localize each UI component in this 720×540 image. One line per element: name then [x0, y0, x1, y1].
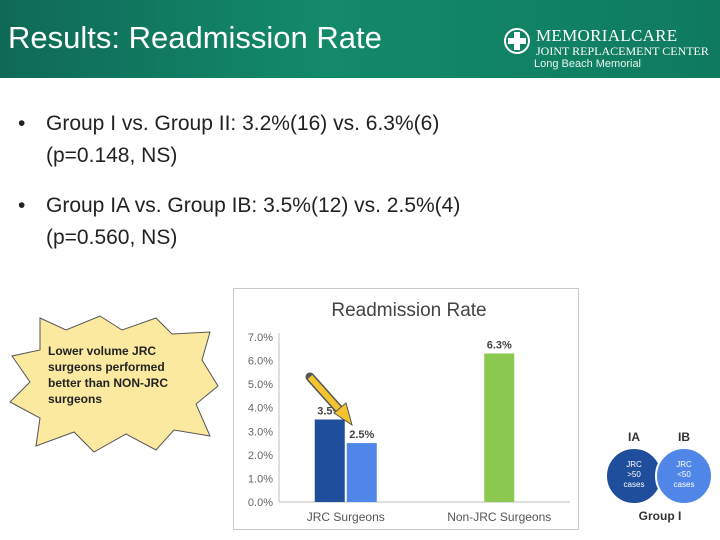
callout-arrow — [305, 372, 353, 427]
x-category-label: Non-JRC Surgeons — [447, 510, 551, 524]
bullet-line: (p=0.560, NS) — [46, 226, 178, 249]
y-tick-label: 7.0% — [248, 332, 273, 344]
group-ib-label: IB — [678, 430, 690, 444]
page-title: Results: Readmission Rate — [8, 20, 382, 55]
y-tick-label: 0.0% — [248, 497, 273, 509]
logo-subtitle: JOINT REPLACEMENT CENTER — [536, 44, 709, 58]
bullet-item: • Group I vs. Group II: 3.2%(16) vs. 6.3… — [18, 108, 618, 172]
y-tick-label: 6.0% — [248, 356, 273, 368]
group-i-label: Group I — [639, 509, 682, 523]
chart-title: Readmission Rate — [331, 300, 486, 321]
logo-name: MEMORIALCARE — [536, 26, 678, 45]
logo-location: Long Beach Memorial — [534, 58, 642, 70]
group-ia-text: >50 — [627, 470, 641, 479]
bullet-list: • Group I vs. Group II: 3.2%(16) vs. 6.3… — [18, 108, 618, 272]
y-tick-label: 1.0% — [248, 473, 273, 485]
bullet-line: Group I vs. Group II: 3.2%(16) vs. 6.3%(… — [46, 112, 440, 135]
bullet-line: Group IA vs. Group IB: 3.5%(12) vs. 2.5%… — [46, 194, 461, 217]
cross-logo-icon — [504, 28, 530, 54]
callout-text: Lower volume JRC surgeons performed bett… — [48, 344, 169, 406]
bullet-item: • Group IA vs. Group IB: 3.5%(12) vs. 2.… — [18, 190, 618, 254]
bar — [314, 419, 345, 502]
bar-value-label: 6.3% — [487, 340, 512, 352]
bar — [346, 443, 377, 502]
bullet-dot: • — [18, 112, 26, 135]
group-ia-text: JRC — [626, 460, 642, 469]
y-tick-label: 3.0% — [248, 426, 273, 438]
y-tick-label: 2.0% — [248, 450, 273, 462]
y-tick-label: 5.0% — [248, 379, 273, 391]
group-ib-text: <50 — [677, 470, 691, 479]
readmission-chart: Readmission Rate 0.0% 1.0% 2.0% 3.0% 4.0% 5.0… — [233, 288, 579, 530]
bar-value-label: 2.5% — [349, 429, 374, 441]
bullet-dot: • — [18, 194, 26, 217]
x-category-label: JRC Surgeons — [307, 510, 385, 524]
group-i-diagram: IA IB JRC >50 cases JRC <50 cases Group … — [605, 430, 713, 523]
group-ib-text: JRC — [676, 460, 692, 469]
chart-canvas: Readmission Rate 0.0% 1.0% 2.0% 3.0% 4.0% 5.0… — [248, 300, 570, 524]
group-ia-text: cases — [624, 480, 645, 489]
callout-starburst — [9, 315, 219, 453]
group-ib-circle — [655, 447, 713, 505]
group-ib-text: cases — [674, 480, 695, 489]
y-tick-label: 4.0% — [248, 403, 273, 415]
bullet-line: (p=0.148, NS) — [46, 144, 178, 167]
group-ia-label: IA — [628, 430, 640, 444]
title-bar: Results: Readmission Rate MEMORIALCARE J… — [0, 0, 720, 78]
bar — [484, 353, 515, 502]
